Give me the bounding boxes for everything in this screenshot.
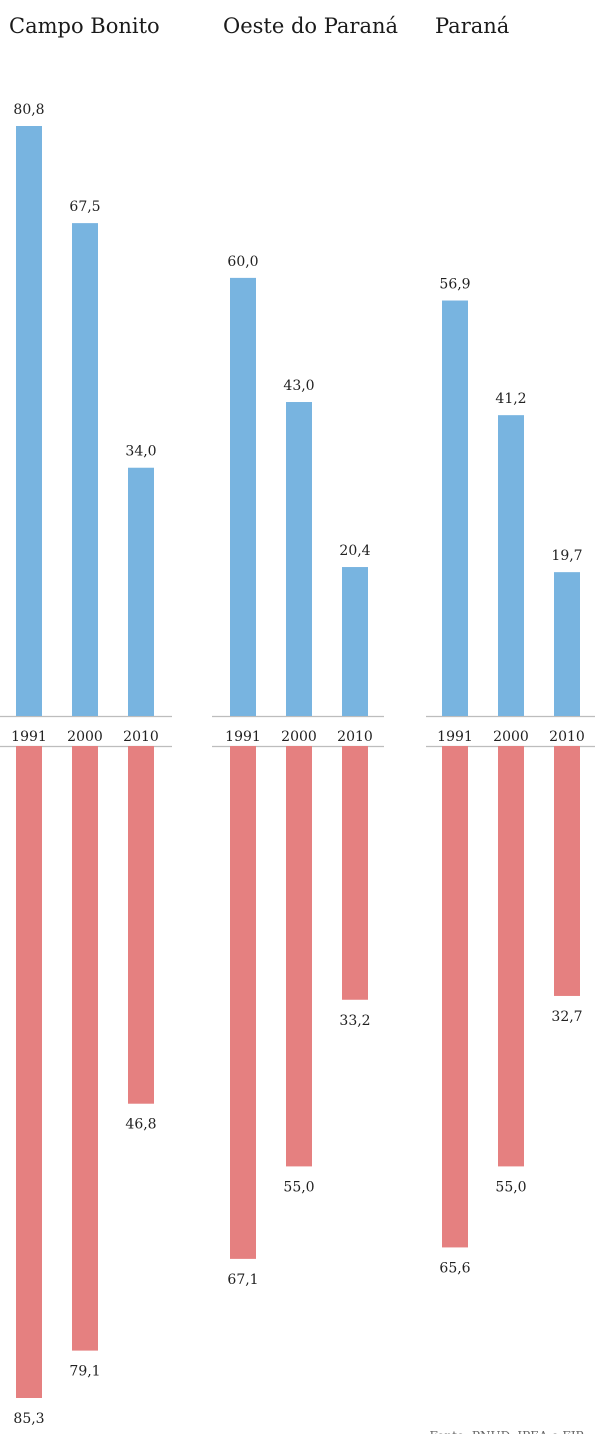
source-note: Fonte: PNUD, IPEA e FJP. [430,1429,585,1434]
year-label-2000: 2000 [281,729,317,745]
data-label-upper: 60,0 [227,254,258,270]
data-label-lower: 55,0 [283,1179,314,1195]
bar-lower-3-1991 [442,746,468,1248]
bar-upper-1-1991 [16,126,42,716]
bar-lower-1-2010 [128,746,154,1104]
panel-title-2: Oeste do Paraná [223,14,398,38]
data-label-lower: 79,1 [69,1364,100,1380]
panel-title-3: Paraná [435,14,509,38]
bar-upper-2-2010 [342,567,368,716]
data-label-upper: 43,0 [283,378,314,394]
year-label-1991: 1991 [437,729,473,745]
data-label-upper: 67,5 [69,199,100,215]
year-label-2000: 2000 [67,729,103,745]
year-label-2010: 2010 [549,729,585,745]
bar-lower-1-1991 [16,746,42,1398]
data-label-lower: 67,1 [227,1272,258,1288]
year-label-1991: 1991 [225,729,261,745]
data-label-upper: 19,7 [551,548,582,564]
bar-lower-2-2000 [286,746,312,1167]
bar-upper-3-1991 [442,300,468,716]
bar-upper-3-2000 [498,415,524,716]
bar-upper-2-2000 [286,402,312,716]
bar-lower-3-2000 [498,746,524,1167]
data-label-lower: 33,2 [339,1013,370,1029]
bar-upper-1-2010 [128,467,154,716]
data-label-lower: 85,3 [13,1411,44,1427]
bar-upper-2-1991 [230,277,256,716]
bar-lower-2-1991 [230,746,256,1259]
bar-upper-1-2000 [72,223,98,716]
data-label-lower: 46,8 [125,1117,156,1133]
data-label-lower: 55,0 [495,1179,526,1195]
data-label-upper: 56,9 [439,277,470,293]
data-label-upper: 41,2 [495,391,526,407]
data-label-upper: 20,4 [339,543,370,559]
bar-lower-2-2010 [342,746,368,1000]
year-label-2010: 2010 [337,729,373,745]
year-label-1991: 1991 [11,729,47,745]
data-label-lower: 32,7 [551,1009,582,1025]
data-label-upper: 80,8 [13,102,44,118]
bar-lower-1-2000 [72,746,98,1351]
data-label-lower: 65,6 [439,1260,470,1276]
data-label-upper: 34,0 [125,444,156,460]
bar-upper-3-2010 [554,572,580,716]
year-label-2010: 2010 [123,729,159,745]
year-label-2000: 2000 [493,729,529,745]
panel-title-1: Campo Bonito [9,14,160,38]
bar-lower-3-2010 [554,746,580,996]
